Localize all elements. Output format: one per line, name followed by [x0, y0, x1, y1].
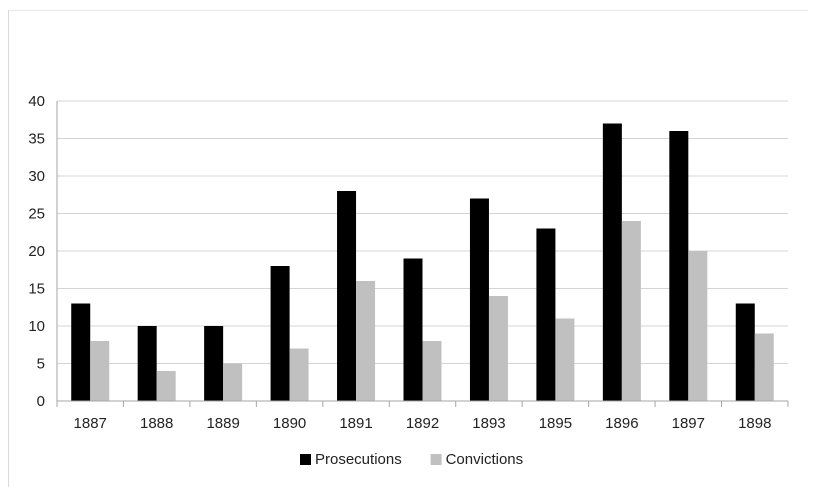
bar-prosecutions-1890	[270, 266, 290, 401]
frame-border-top	[8, 10, 808, 11]
bar-prosecutions-1895	[536, 228, 556, 401]
y-tick-label-10: 10	[28, 318, 45, 335]
bar-convictions-1895	[555, 318, 575, 401]
legend-swatch-convictions	[430, 454, 442, 465]
bar-prosecutions-1888	[137, 326, 157, 401]
x-tick-label-1889: 1889	[206, 415, 239, 432]
bar-convictions-1889	[223, 363, 243, 401]
y-tick-label-0: 0	[37, 393, 45, 410]
y-tick-label-20: 20	[28, 243, 45, 260]
y-tick-label-5: 5	[37, 356, 45, 373]
legend-label-convictions: Convictions	[446, 451, 524, 468]
bar-prosecutions-1892	[403, 258, 423, 401]
bar-convictions-1891	[356, 281, 376, 401]
y-tick-label-35: 35	[28, 131, 45, 148]
y-tick-label-15: 15	[28, 281, 45, 298]
x-tick-label-1896: 1896	[605, 415, 638, 432]
y-tick-label-30: 30	[28, 168, 45, 185]
bar-convictions-1892	[422, 341, 442, 401]
x-tick-label-1890: 1890	[273, 415, 306, 432]
bar-prosecutions-1887	[71, 303, 91, 401]
x-tick-label-1897: 1897	[672, 415, 705, 432]
y-tick-label-25: 25	[28, 206, 45, 223]
bar-convictions-1897	[688, 251, 708, 401]
x-tick-label-1893: 1893	[472, 415, 505, 432]
frame-border-left	[8, 10, 9, 487]
x-tick-label-1891: 1891	[339, 415, 372, 432]
bar-convictions-1896	[621, 221, 641, 401]
bar-prosecutions-1896	[602, 123, 622, 401]
bar-convictions-1890	[289, 348, 309, 401]
bar-prosecutions-1893	[469, 198, 489, 401]
x-axis-ticks: 1887 1888 1889 1890 1891 1892 1893 1895 1896 1897…	[74, 415, 772, 432]
legend-label-prosecutions: Prosecutions	[315, 451, 402, 468]
x-tick-label-1892: 1892	[406, 415, 439, 432]
x-tick-label-1887: 1887	[74, 415, 107, 432]
bar-convictions-1893	[488, 296, 508, 401]
bar-convictions-1888	[156, 371, 176, 401]
bar-convictions-1898	[754, 333, 774, 401]
bar-convictions-1887	[90, 341, 110, 401]
bar-prosecutions-1891	[337, 191, 357, 401]
axes	[56, 101, 789, 407]
x-tick-label-1895: 1895	[539, 415, 572, 432]
legend: Prosecutions Convictions	[300, 451, 523, 468]
y-axis-ticks: 0 5 10 15 20 25 30 35 40	[28, 93, 45, 410]
bar-prosecutions-1898	[735, 303, 755, 401]
bars	[71, 123, 774, 401]
legend-swatch-prosecutions	[300, 454, 311, 465]
bar-prosecutions-1889	[204, 326, 224, 401]
bar-prosecutions-1897	[669, 131, 689, 401]
y-tick-label-40: 40	[28, 93, 45, 110]
x-tick-label-1898: 1898	[738, 415, 771, 432]
x-tick-label-1888: 1888	[140, 415, 173, 432]
